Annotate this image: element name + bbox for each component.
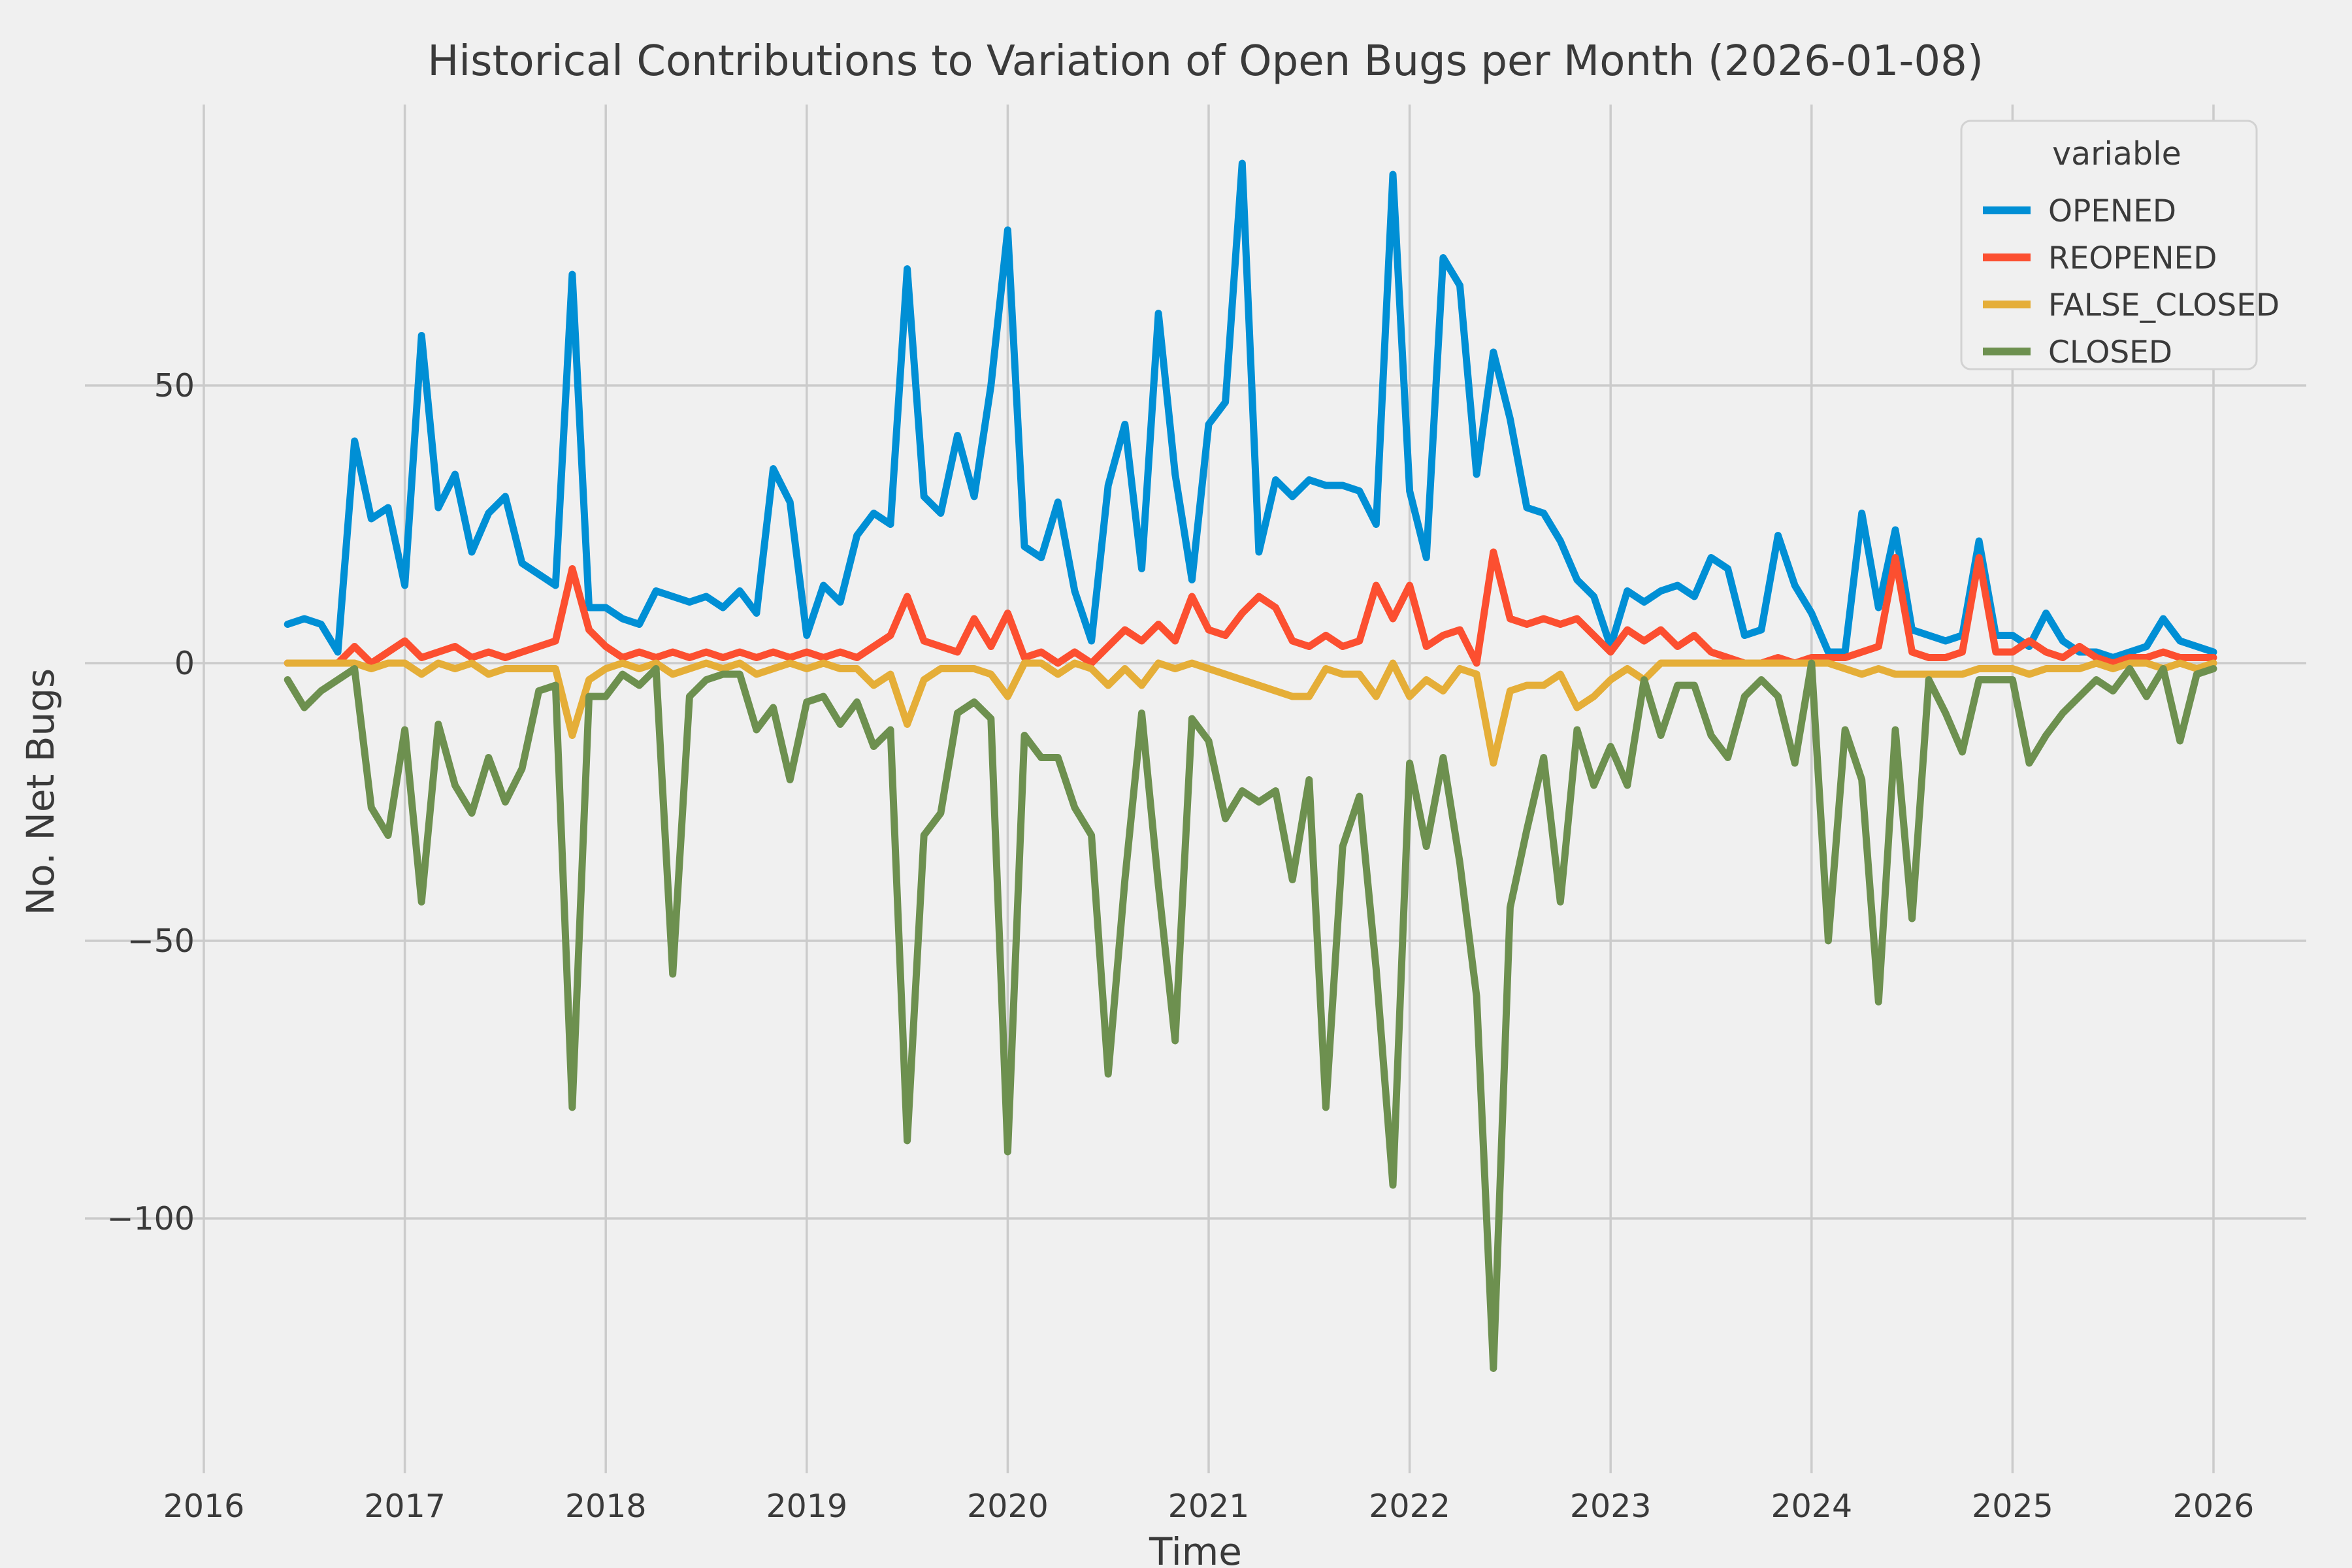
- chart-title: Historical Contributions to Variation of…: [427, 37, 1984, 86]
- legend-label-reopened: REOPENED: [2048, 240, 2217, 276]
- series-lines: [284, 159, 2217, 1372]
- x-axis-ticks: 2016 2017 2018 2019 2020 2021 2022 2023 2024 2025…: [163, 1488, 2255, 1525]
- x-tick-2017: 2017: [364, 1488, 446, 1525]
- series-line-closed: [284, 659, 2217, 1372]
- y-tick-50: 50: [154, 367, 195, 404]
- x-tick-2026: 2026: [2173, 1488, 2255, 1525]
- legend-label-closed: CLOSED: [2048, 335, 2172, 370]
- x-tick-2023: 2023: [1570, 1488, 1652, 1525]
- series-line-false_closed: [284, 659, 2217, 767]
- legend-label-opened: OPENED: [2048, 193, 2176, 229]
- legend-title: variable: [2052, 135, 2181, 172]
- x-tick-2016: 2016: [163, 1488, 245, 1525]
- y-axis-ticks: 50 0 −50 −100: [106, 367, 195, 1237]
- series-line-reopened: [284, 548, 2217, 667]
- series-line-opened: [284, 159, 2217, 661]
- y-tick--50: −50: [127, 923, 195, 960]
- y-tick--100: −100: [106, 1200, 195, 1237]
- x-tick-2020: 2020: [967, 1488, 1049, 1525]
- y-tick-0: 0: [174, 645, 195, 682]
- legend-entries: OPENED REOPENED FALSE_CLOSED CLOSED: [1983, 193, 2279, 370]
- legend-box: [1960, 120, 2258, 370]
- x-tick-2025: 2025: [1972, 1488, 2053, 1525]
- gridlines: [85, 105, 2306, 1473]
- y-axis-label: No. Net Bugs: [18, 668, 63, 916]
- legend: variable OPENED REOPENED FALSE_CLOSED CLOSE…: [1960, 120, 2279, 370]
- x-axis-label: Time: [1149, 1529, 1242, 1568]
- x-tick-2019: 2019: [766, 1488, 847, 1525]
- x-tick-2022: 2022: [1369, 1488, 1450, 1525]
- x-tick-2021: 2021: [1168, 1488, 1250, 1525]
- x-tick-2024: 2024: [1771, 1488, 1852, 1525]
- x-tick-2018: 2018: [565, 1488, 647, 1525]
- legend-label-false_closed: FALSE_CLOSED: [2048, 287, 2279, 323]
